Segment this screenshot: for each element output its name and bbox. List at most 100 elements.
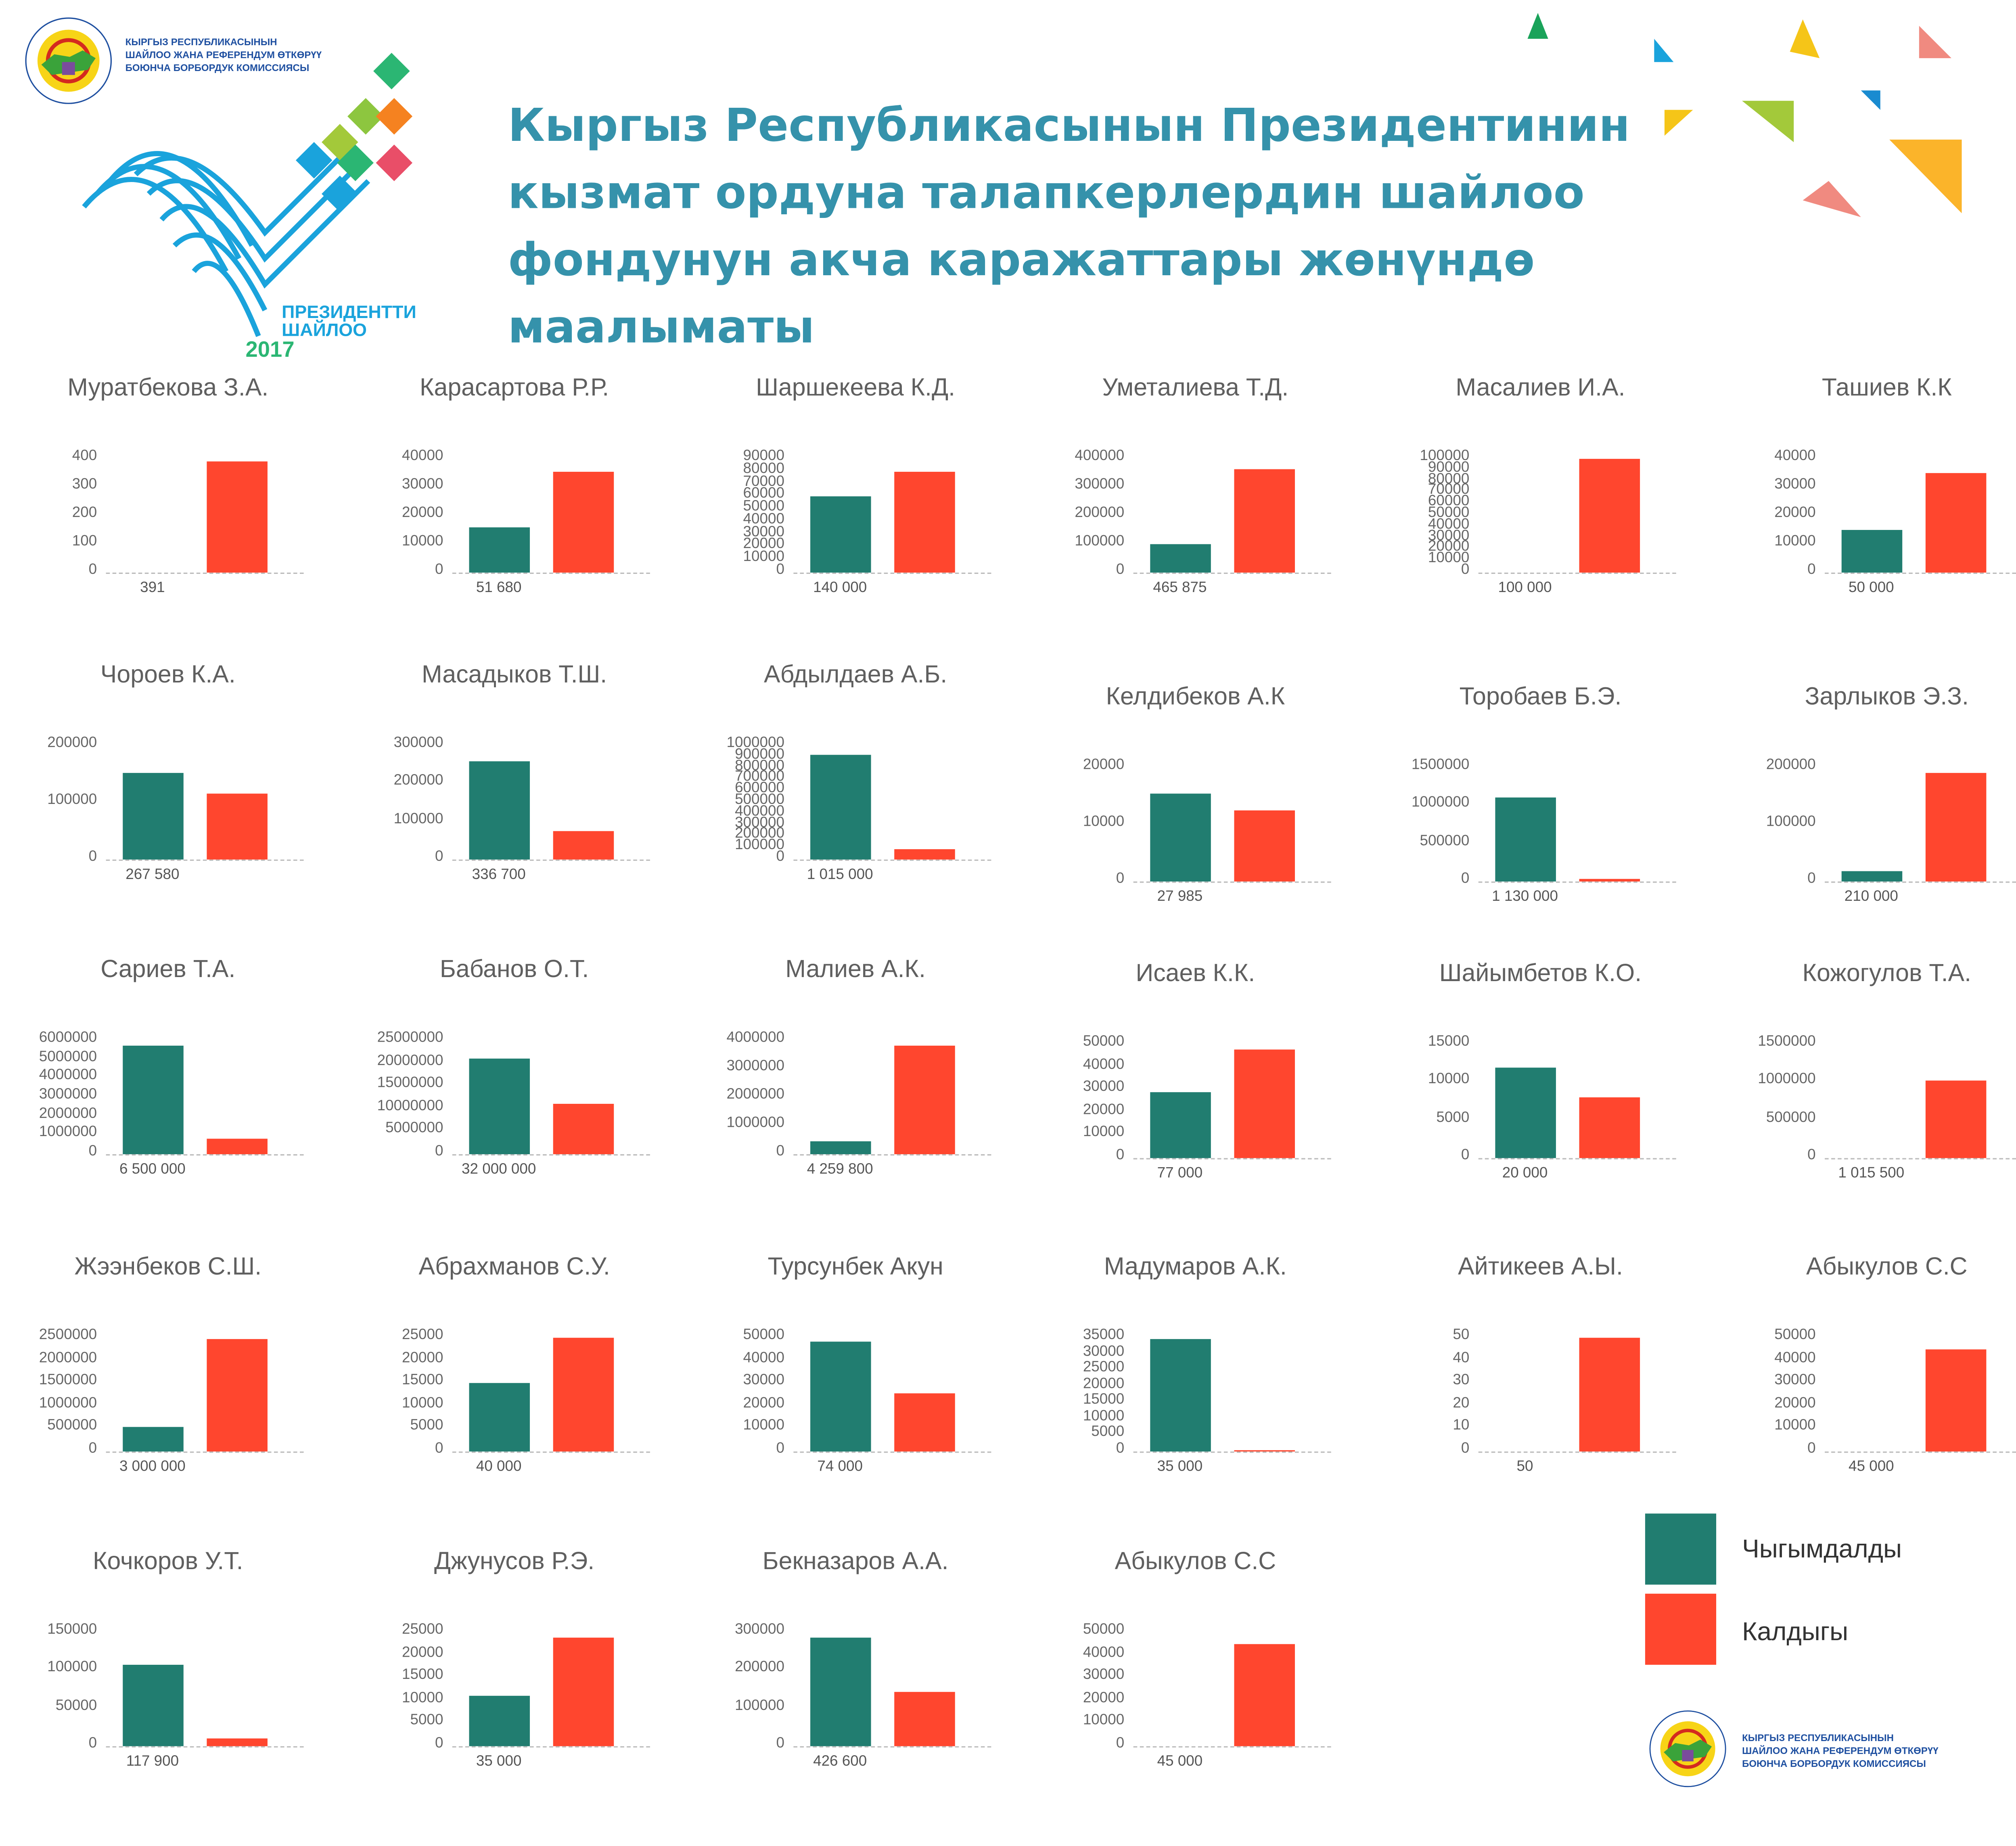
candidate-chart: Кочкоров У.Т. 0 50000 100000 150000 117 900 <box>0 1549 336 1807</box>
y-tick-label: 400 <box>72 448 97 464</box>
org-name-line: КЫРГЫЗ РЕСПУБЛИКАСЫНЫН <box>125 36 277 48</box>
x-axis-baseline <box>1478 1158 1676 1160</box>
x-axis-baseline <box>1825 1451 2016 1453</box>
y-tick-label: 5000000 <box>39 1049 97 1065</box>
bar-remaining <box>1925 772 1987 882</box>
y-tick-label: 30000 <box>1774 477 1816 493</box>
logo-word: ШАЙЛОО <box>282 319 367 340</box>
y-tick-label: 40000 <box>1774 1350 1816 1366</box>
bar-remaining <box>1925 473 1987 573</box>
y-tick-label: 10000 <box>402 534 443 550</box>
y-tick-label: 10000 <box>1428 550 1470 567</box>
x-axis-baseline <box>1478 881 1676 883</box>
total-fund-label: 50 <box>1516 1459 1533 1475</box>
y-tick-label: 100000 <box>1075 534 1125 550</box>
y-tick-label: 1500000 <box>39 1373 97 1389</box>
y-tick-label: 15000 <box>402 1667 443 1683</box>
y-tick-label: 20000000 <box>377 1053 443 1069</box>
bar-spent <box>1150 1092 1211 1158</box>
y-tick-label: 100000 <box>47 1660 97 1676</box>
x-axis-baseline <box>452 572 650 574</box>
y-tick-label: 100000 <box>47 792 97 808</box>
total-fund-label: 51 680 <box>476 580 522 596</box>
x-axis-baseline <box>793 859 991 861</box>
y-tick-label: 0 <box>435 849 443 865</box>
candidate-chart: Айтикеев А.Ы. 0 10 20 30 40 50 50 <box>1372 1254 1709 1513</box>
y-tick-label: 2000000 <box>39 1350 97 1366</box>
bar-spent <box>1150 1339 1211 1452</box>
bar-remaining <box>553 830 614 860</box>
bar-remaining <box>207 461 268 573</box>
bar-spent <box>1495 1067 1556 1158</box>
total-fund-label: 74 000 <box>817 1459 863 1475</box>
x-axis-baseline <box>452 1451 650 1453</box>
y-tick-label: 25000 <box>1083 1360 1125 1376</box>
y-tick-label: 0 <box>435 1736 443 1752</box>
y-tick-label: 5000 <box>410 1418 443 1434</box>
y-tick-label: 3000000 <box>726 1058 784 1074</box>
candidate-chart: Абрахманов С.У. 0 5000 10000 15000 20000 25000… <box>346 1254 682 1513</box>
y-tick-label: 20000 <box>1774 1396 1816 1411</box>
x-axis-baseline <box>1133 881 1331 883</box>
logo-year: 2017 <box>245 337 295 362</box>
bar-remaining <box>1234 810 1295 882</box>
y-tick-label: 200000 <box>735 1660 784 1676</box>
y-tick-label: 10000000 <box>377 1098 443 1114</box>
bar-spent <box>469 527 530 573</box>
x-axis-baseline <box>1133 1158 1331 1160</box>
org-name-line: БОЮНЧА БОРБОРДУК КОМИССИЯСЫ <box>1742 1758 1926 1770</box>
y-tick-label: 0 <box>1461 871 1470 887</box>
y-tick-label: 400000 <box>1075 448 1125 464</box>
y-tick-label: 2000000 <box>39 1106 97 1122</box>
bar-spent <box>1150 793 1211 882</box>
chart-title: Бекназаров А.А. <box>762 1548 949 1576</box>
y-tick-label: 70000 <box>1428 482 1470 498</box>
bar-spent <box>123 1046 184 1154</box>
x-axis-baseline <box>1133 572 1331 574</box>
legend-swatch-spent <box>1645 1513 1717 1585</box>
y-tick-label: 15000 <box>1428 1034 1470 1050</box>
y-tick-label: 0 <box>88 1736 97 1752</box>
y-tick-label: 30000 <box>402 477 443 493</box>
y-tick-label: 5000 <box>1436 1109 1470 1126</box>
bar-remaining <box>1234 1450 1295 1452</box>
total-fund-label: 117 900 <box>126 1754 179 1770</box>
y-tick-label: 1500000 <box>1758 1034 1816 1050</box>
y-tick-label: 20000 <box>1083 1690 1125 1706</box>
y-tick-label: 90000 <box>743 448 784 464</box>
org-name-line: БОЮНЧА БОРБОРДУК КОМИССИЯСЫ <box>125 62 310 74</box>
x-axis-baseline <box>1478 572 1676 574</box>
y-tick-label: 50000 <box>1083 1622 1125 1638</box>
y-tick-label: 40000 <box>1428 517 1470 532</box>
chart-title: Келдибеков А.К <box>1106 684 1285 711</box>
x-axis-baseline <box>452 1154 650 1156</box>
y-tick-label: 40000 <box>743 511 784 527</box>
total-fund-label: 3 000 000 <box>119 1459 186 1475</box>
y-tick-label: 100000 <box>735 837 784 854</box>
footer-cec-seal-logo <box>1649 1710 1726 1787</box>
y-tick-label: 20000 <box>1774 505 1816 521</box>
y-tick-label: 1000000 <box>1411 795 1470 811</box>
y-tick-label: 700000 <box>735 769 784 785</box>
y-tick-label: 20000 <box>402 505 443 521</box>
y-tick-label: 40 <box>1453 1350 1470 1366</box>
total-fund-label: 50 000 <box>1849 580 1894 596</box>
y-tick-label: 50000 <box>1428 505 1470 521</box>
y-tick-label: 5000 <box>1091 1425 1125 1441</box>
y-tick-label: 20000 <box>1083 1376 1125 1392</box>
total-fund-label: 336 700 <box>472 867 526 883</box>
y-tick-label: 500000 <box>735 792 784 808</box>
chart-title: Жээнбеков С.Ш. <box>74 1254 262 1281</box>
y-tick-label: 20000 <box>1083 1102 1125 1118</box>
y-tick-label: 0 <box>1461 1441 1470 1457</box>
y-tick-label: 0 <box>1116 1441 1125 1457</box>
y-tick-label: 40000 <box>1083 1645 1125 1661</box>
decorative-triangles <box>1527 13 1962 218</box>
org-name-line: ШАЙЛОО ЖАНА РЕФЕРЕНДУМ ӨТКӨРҮҮ <box>125 49 322 61</box>
candidate-chart: Шаршекеева К.Д. 0 10000 20000 30000 40000 5000… <box>688 375 1024 634</box>
total-fund-label: 32 000 000 <box>462 1162 536 1178</box>
y-tick-label: 50000 <box>1083 1034 1125 1050</box>
bar-remaining <box>894 848 955 860</box>
candidate-chart: Торобаев Б.Э. 0 500000 1000000 1500000 1 130 … <box>1372 684 1709 942</box>
y-tick-label: 10 <box>1453 1418 1470 1434</box>
